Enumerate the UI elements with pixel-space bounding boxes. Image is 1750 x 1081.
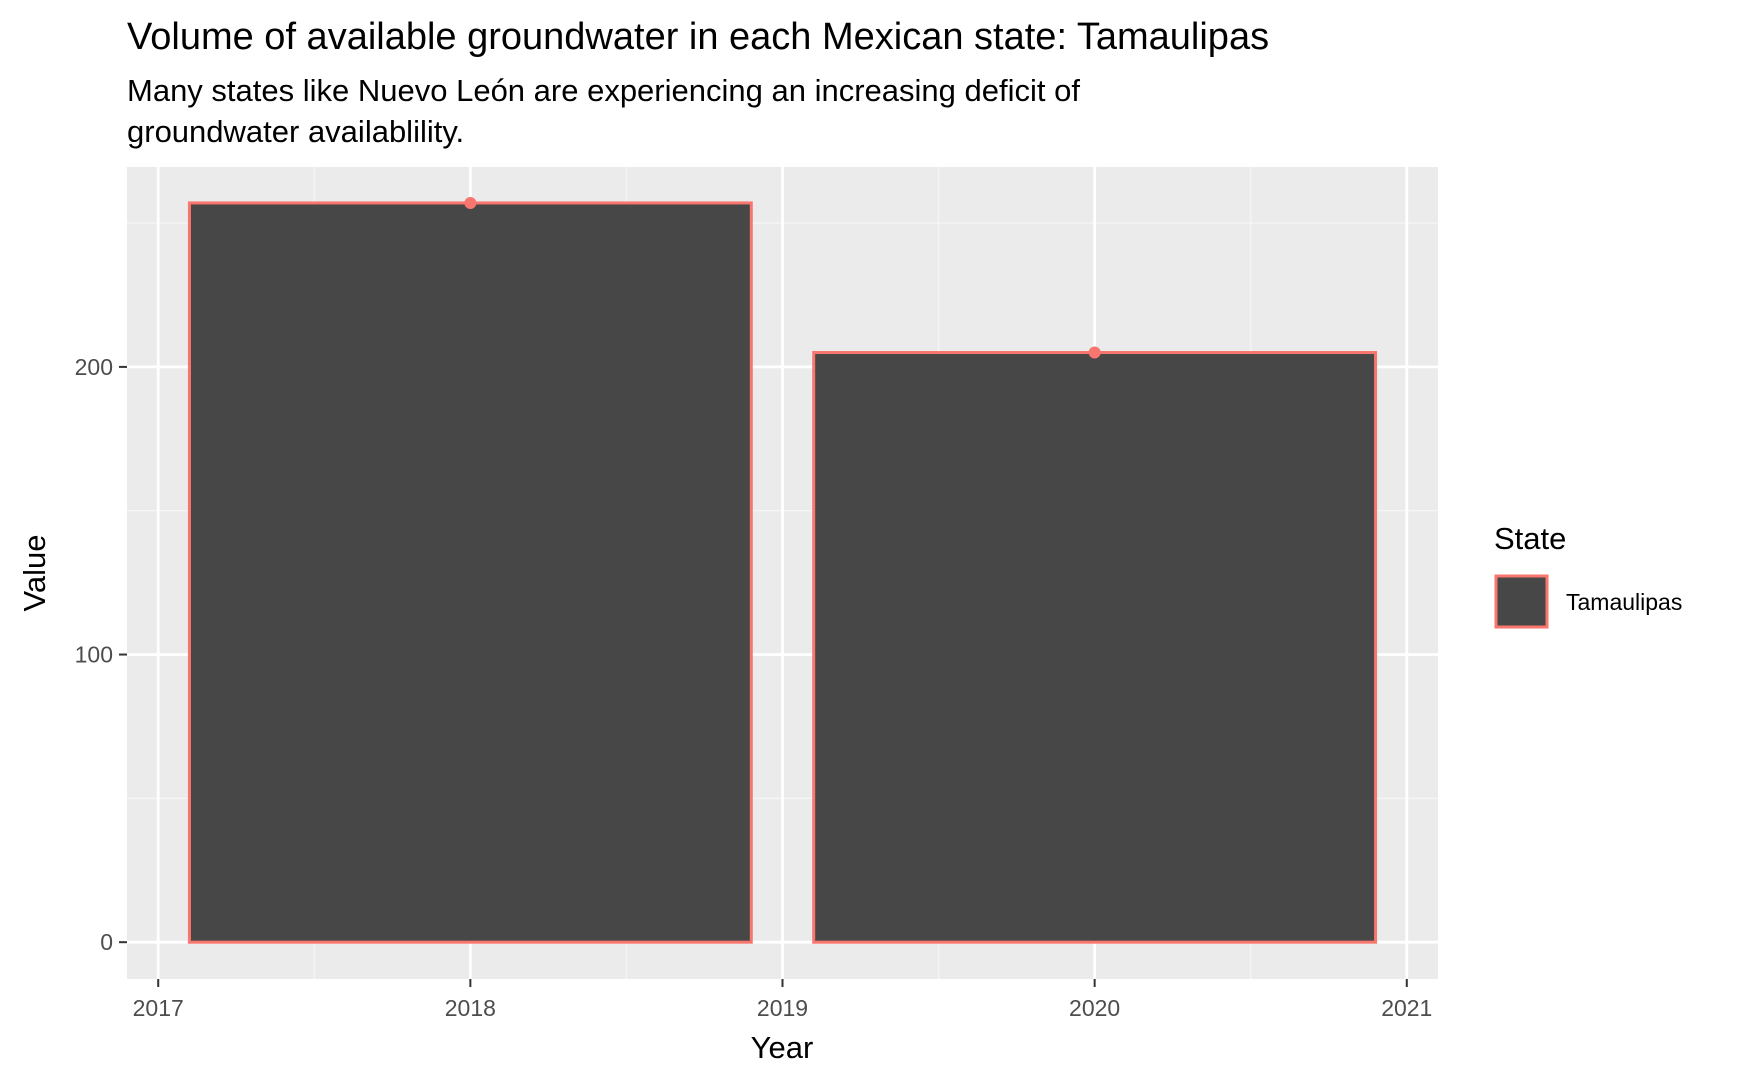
bar-2020 — [812, 351, 1378, 944]
axis-tick-labels: 2017 2018 2019 2020 2021 0 100 200 — [75, 354, 1433, 1021]
x-tick-label-2019: 2019 — [757, 995, 808, 1021]
chart-subtitle-line-1: Many states like Nuevo León are experien… — [127, 73, 1080, 108]
bars — [187, 201, 1378, 944]
x-tick-label-2020: 2020 — [1069, 995, 1120, 1021]
x-axis-title: Year — [751, 1030, 814, 1065]
legend-title: State — [1494, 521, 1566, 556]
y-tick-label-200: 200 — [75, 354, 113, 380]
x-tick-label-2021: 2021 — [1381, 995, 1432, 1021]
y-tick-label-100: 100 — [75, 642, 113, 668]
legend-key-tamaulipas — [1494, 574, 1549, 629]
axis-ticks — [119, 365, 1408, 987]
chart-subtitle-line-2: groundwater availablility. — [127, 114, 464, 149]
y-axis-title: Value — [17, 535, 52, 612]
x-tick-label-2017: 2017 — [133, 995, 184, 1021]
legend-label-tamaulipas: Tamaulipas — [1566, 589, 1682, 615]
bar-2018 — [187, 201, 753, 944]
y-tick-label-0: 0 — [100, 929, 113, 955]
point-2020 — [1088, 346, 1101, 359]
x-tick-label-2018: 2018 — [445, 995, 496, 1021]
chart-title: Volume of available groundwater in each … — [127, 16, 1269, 58]
points — [464, 196, 1101, 359]
point-2018 — [464, 196, 477, 209]
